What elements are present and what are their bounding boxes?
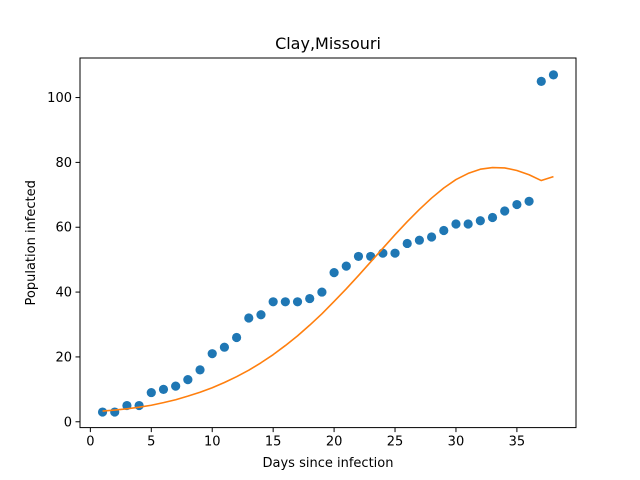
data-point xyxy=(439,225,449,236)
y-tick-label: 40 xyxy=(55,286,72,301)
data-point xyxy=(110,407,120,417)
data-point xyxy=(451,219,461,229)
data-point xyxy=(292,297,303,307)
data-point xyxy=(146,387,156,398)
data-point xyxy=(366,251,376,262)
y-tick-label: 80 xyxy=(55,156,72,171)
data-point xyxy=(512,199,522,210)
y-tick-label: 20 xyxy=(55,350,72,365)
data-point xyxy=(268,297,278,307)
x-tick-label: 15 xyxy=(265,435,282,450)
plot-frame xyxy=(79,57,577,429)
fit-line xyxy=(102,166,554,412)
x-tick-label: 25 xyxy=(387,435,404,450)
data-point xyxy=(183,375,193,385)
data-point xyxy=(402,238,412,249)
x-tick-label: 20 xyxy=(326,435,343,450)
data-point xyxy=(195,365,205,375)
data-point xyxy=(463,219,473,229)
data-point xyxy=(207,349,217,359)
data-point xyxy=(317,287,327,297)
x-tick-label: 30 xyxy=(448,435,465,450)
y-tick-label: 100 xyxy=(47,91,72,106)
data-point xyxy=(171,381,181,391)
y-axis-title: Population infected xyxy=(24,180,39,305)
x-tick-label: 10 xyxy=(204,435,221,450)
x-tick-label: 5 xyxy=(147,435,155,450)
data-point xyxy=(305,293,315,304)
data-point xyxy=(219,342,230,352)
y-tick-label: 0 xyxy=(64,415,72,430)
data-point xyxy=(97,407,108,417)
x-axis-title: Days since infection xyxy=(263,456,394,471)
x-tick-label: 35 xyxy=(509,435,526,450)
data-point xyxy=(414,235,425,245)
data-point xyxy=(158,384,169,394)
data-point xyxy=(524,196,534,206)
data-point xyxy=(548,70,559,80)
data-point xyxy=(426,232,437,242)
data-point xyxy=(244,313,254,323)
data-point xyxy=(390,248,400,258)
data-point xyxy=(329,268,339,278)
data-point xyxy=(500,206,510,216)
data-point xyxy=(256,310,266,320)
y-tick-label: 60 xyxy=(55,221,72,236)
data-point xyxy=(378,248,388,258)
data-point xyxy=(475,216,485,226)
data-point xyxy=(231,332,242,343)
data-point xyxy=(536,76,546,86)
data-point xyxy=(353,251,364,262)
x-tick-label: 0 xyxy=(86,435,94,450)
data-point xyxy=(134,400,144,411)
chart-title: Clay,Missouri xyxy=(275,34,381,53)
data-point xyxy=(280,297,290,307)
data-point xyxy=(341,261,351,271)
data-point xyxy=(487,212,498,223)
